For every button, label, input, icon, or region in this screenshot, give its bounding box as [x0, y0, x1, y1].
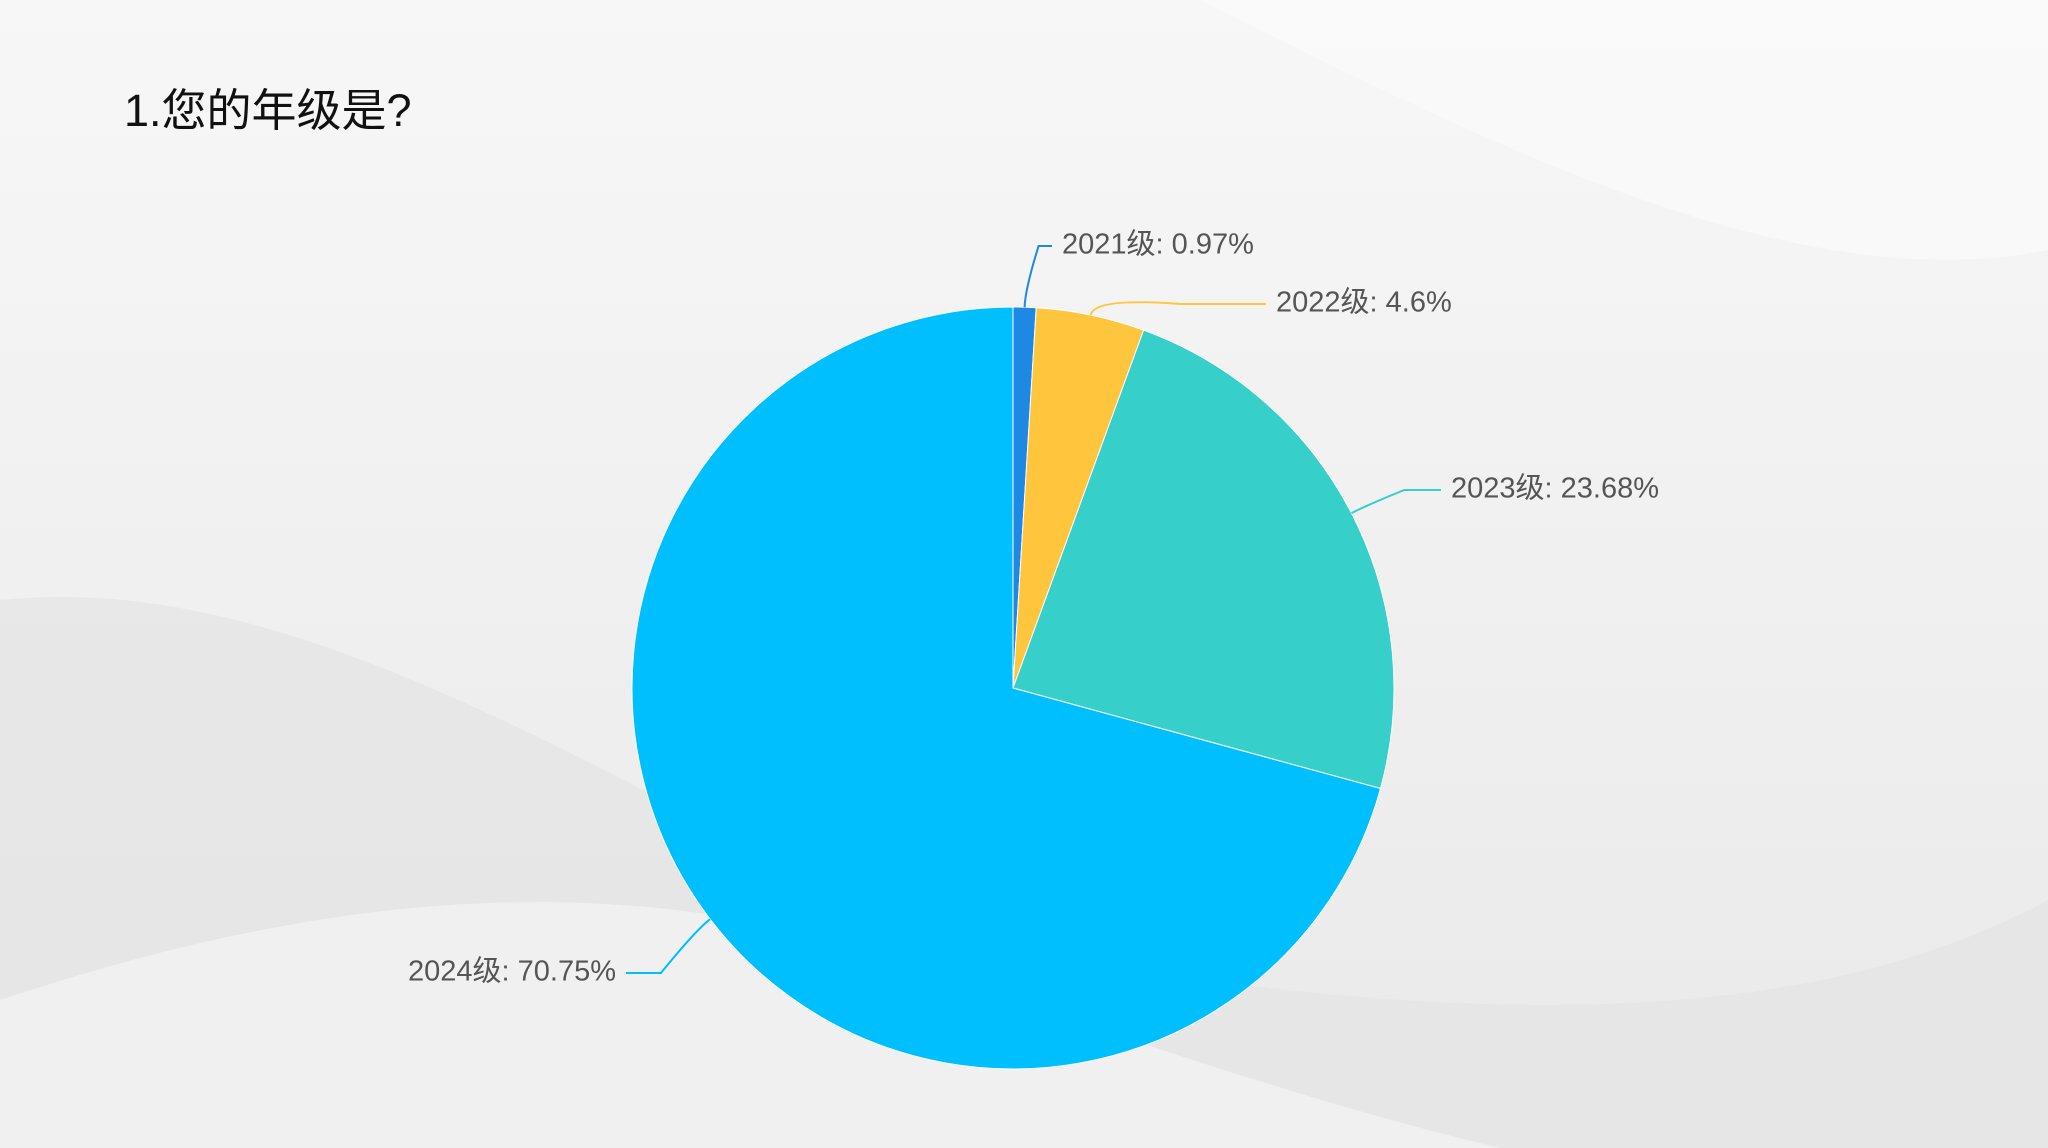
background-wave: [0, 902, 1500, 1148]
leader-line: [1023, 245, 1052, 308]
pie-slice: [631, 306, 1382, 1070]
data-label: 2023级: 23.68%: [1451, 472, 1659, 505]
background-wave: [1200, 0, 2048, 260]
data-label: 2022级: 4.6%: [1276, 286, 1452, 319]
data-label: 2021级: 0.97%: [1062, 228, 1254, 261]
chart-title: 1.您的年级是?: [124, 85, 412, 136]
pie-slice: [1012, 329, 1395, 790]
data-label: 2024级: 70.75%: [408, 955, 616, 988]
leader-line: [1089, 301, 1266, 316]
leader-line: [1351, 489, 1441, 515]
leader-line: [626, 918, 711, 974]
